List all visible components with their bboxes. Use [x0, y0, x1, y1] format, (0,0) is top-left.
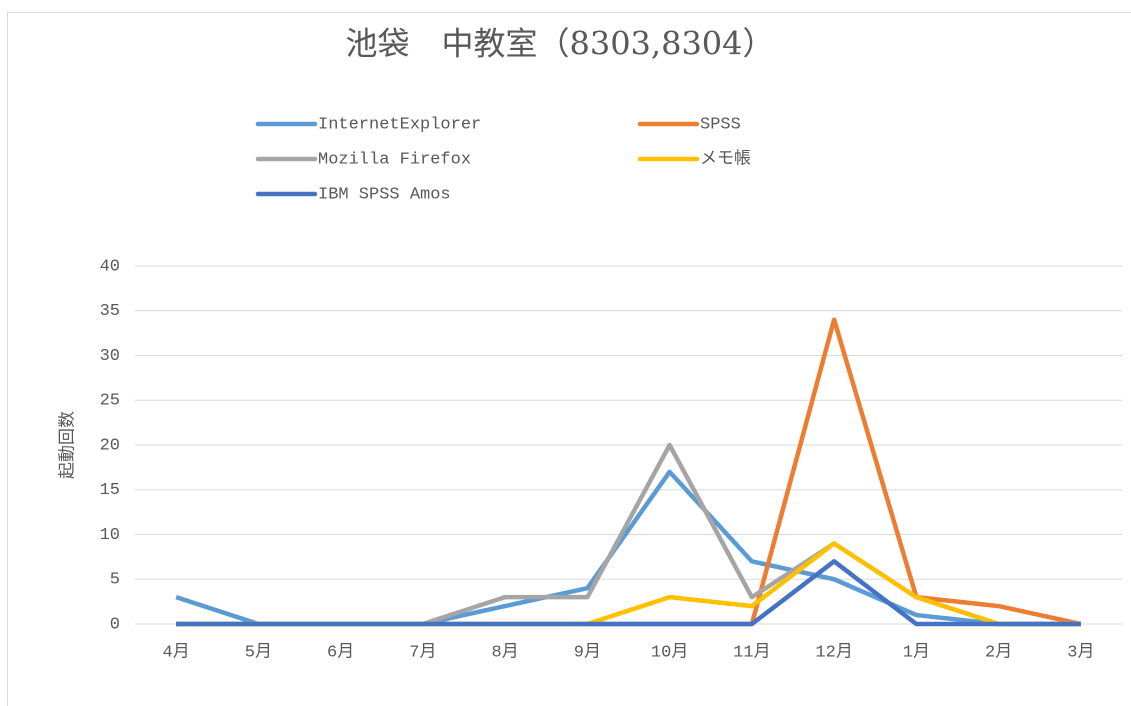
x-tick-label: 3月 — [1067, 642, 1094, 662]
x-tick-label: 5月 — [245, 642, 272, 662]
legend-label: SPSS — [700, 115, 741, 134]
series-line — [176, 559, 1081, 627]
legend-label: Mozilla Firefox — [318, 150, 471, 169]
x-tick-label: 4月 — [163, 642, 190, 662]
y-tick-label: 20 — [100, 436, 120, 455]
x-tick-label: 2月 — [985, 642, 1012, 662]
y-axis-label: 起動回数 — [57, 411, 78, 479]
y-tick-label: 5 — [110, 571, 120, 590]
chart-title: 池袋 中教室（8303,8304） — [345, 25, 774, 63]
y-tick-label: 30 — [100, 347, 120, 366]
y-tick-label: 40 — [100, 257, 120, 276]
y-tick-label: 10 — [100, 526, 120, 545]
x-tick-label: 8月 — [492, 642, 519, 662]
x-tick-label: 6月 — [327, 642, 354, 662]
chart-border — [7, 12, 1131, 706]
x-tick-label: 12月 — [815, 642, 852, 662]
legend-label: InternetExplorer — [318, 115, 481, 134]
x-tick-label: 10月 — [651, 642, 688, 662]
series-line — [176, 317, 1082, 627]
y-tick-label: 35 — [100, 302, 120, 321]
x-tick-label: 1月 — [903, 642, 930, 662]
legend-label: IBM SPSS Amos — [318, 185, 451, 204]
x-tick-label: 7月 — [409, 642, 436, 662]
y-tick-label: 25 — [100, 392, 120, 411]
x-tick-label: 9月 — [574, 642, 601, 662]
legend-label: メモ帳 — [700, 148, 751, 169]
series-line — [176, 541, 1081, 627]
y-tick-label: 0 — [110, 615, 120, 634]
y-tick-label: 15 — [100, 481, 120, 500]
x-tick-label: 11月 — [733, 642, 770, 662]
